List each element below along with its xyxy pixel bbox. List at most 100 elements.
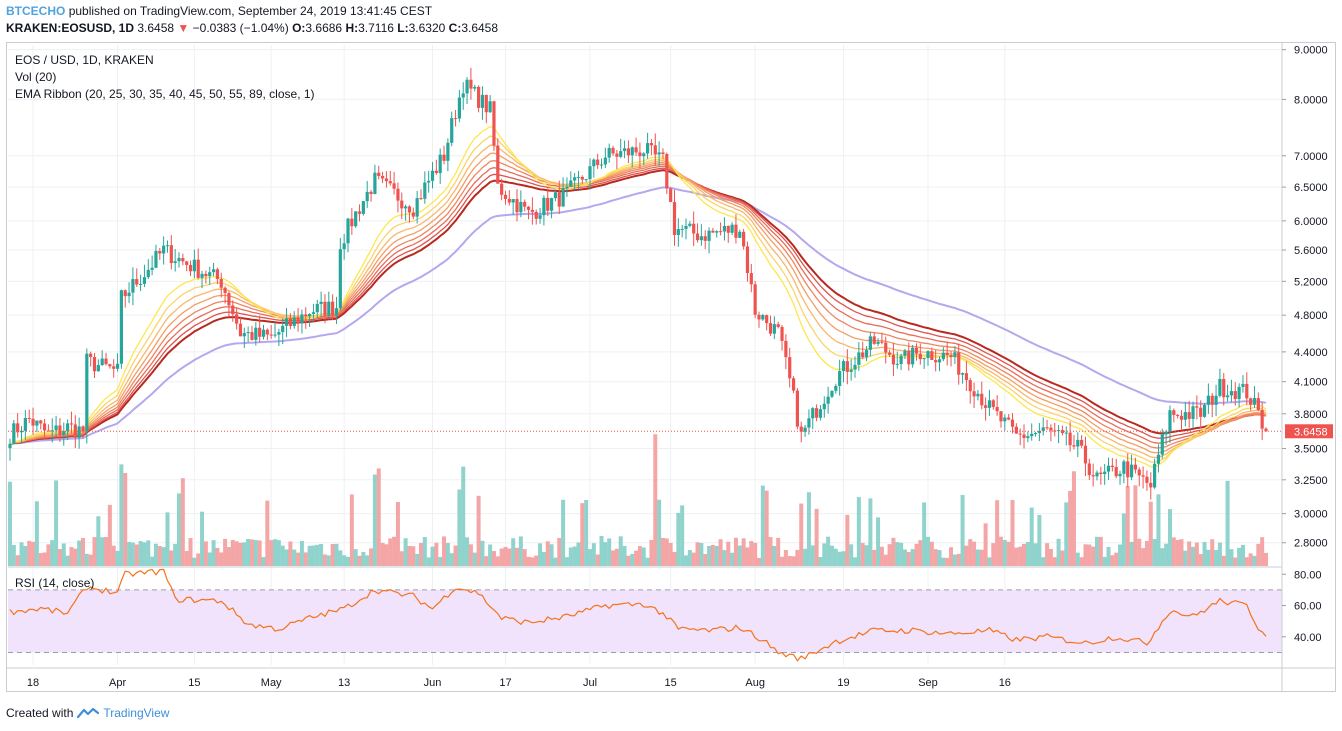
volume-bar (899, 542, 904, 566)
tradingview-link[interactable]: TradingView (103, 706, 170, 720)
volume-bar (1217, 542, 1222, 566)
candle-body (972, 391, 976, 397)
rsi-pane (8, 566, 1282, 662)
volume-bar (787, 556, 792, 566)
volume-bar (180, 478, 185, 566)
candle-body (653, 145, 657, 155)
volume-bar (515, 547, 520, 566)
candle-body (834, 386, 838, 391)
volume-bar (833, 548, 838, 566)
volume-bar (1118, 544, 1123, 566)
volume-bar (657, 499, 662, 566)
ema-25-series (9, 135, 1267, 463)
open-value: 3.6686 (305, 21, 343, 35)
volume-bar (1221, 555, 1226, 566)
volume-bar (1137, 538, 1142, 566)
candle-body (219, 279, 223, 288)
volume-bar (1156, 494, 1161, 566)
volume-bar (453, 545, 458, 566)
volume-bar (80, 538, 85, 566)
price-tick-label: 4.4000 (1294, 347, 1328, 359)
candle-body (565, 186, 569, 189)
volume-bar (1214, 550, 1219, 566)
volume-bar (530, 557, 535, 566)
candle-body (104, 358, 108, 365)
volume-bar (442, 536, 447, 566)
volume-bar (1194, 542, 1199, 566)
volume-bar (495, 556, 500, 566)
volume-bar (603, 542, 608, 566)
volume-bar (111, 545, 116, 566)
volume-bar (960, 494, 965, 566)
candle-body (968, 380, 972, 392)
candle-body (288, 318, 292, 326)
time-tick-label: 17 (499, 677, 511, 689)
candle-body (119, 290, 123, 364)
candle-body (500, 183, 504, 195)
volume-bar (372, 474, 377, 566)
volume-bar (783, 550, 788, 566)
volume-bar (902, 549, 907, 566)
volume-bar (34, 501, 39, 566)
volume-bar (1102, 556, 1107, 566)
candle-body (918, 353, 922, 360)
volume-bar (864, 545, 869, 566)
candle-body (238, 323, 243, 337)
symbol-label: KRAKEN:EOSUSD, 1D (6, 21, 135, 35)
volume-bar (284, 549, 289, 566)
volume-bar (376, 468, 381, 566)
ema-89-series (9, 186, 1267, 445)
candle-body (92, 357, 97, 372)
volume-bar (307, 545, 312, 566)
rsi-tick-label: 40.00 (1294, 632, 1322, 644)
volume-bar (73, 548, 78, 566)
volume-bar (806, 492, 811, 566)
volume-bar (756, 557, 761, 566)
ema-20-series (9, 125, 1267, 468)
candle-body (1087, 463, 1091, 476)
candle-body (619, 151, 623, 157)
volume-bar (415, 553, 420, 566)
candle-body (526, 206, 531, 210)
candle-body (872, 336, 876, 344)
volume-bar (157, 546, 162, 566)
candle-body (903, 350, 907, 356)
volume-bar (57, 549, 62, 566)
volume-bar (949, 547, 954, 566)
volume-bar (15, 555, 20, 566)
candle-body (891, 354, 896, 365)
candle-body (258, 327, 262, 337)
candle-body (223, 287, 227, 293)
volume-bar (1110, 555, 1115, 566)
time-tick-label: 15 (665, 677, 677, 689)
symbol-ohlc-line: KRAKEN:EOSUSD, 1D 3.6458 ▼ −0.0383 (−1.0… (6, 21, 498, 35)
last-price-tag (1285, 424, 1333, 439)
volume-bar (726, 541, 731, 566)
candle-body (315, 303, 319, 313)
candle-body (634, 147, 638, 153)
publisher-name[interactable]: BTCECHO (6, 4, 66, 18)
candle-body (1256, 398, 1260, 411)
volume-bar (138, 541, 143, 566)
volume-bar (906, 551, 911, 566)
volume-bar (1037, 514, 1042, 566)
volume-bar (330, 544, 335, 566)
candle-body (849, 369, 853, 372)
volume-bar (104, 536, 109, 566)
volume-bar (249, 539, 254, 566)
candle-body (342, 243, 346, 250)
candle-body (726, 226, 730, 233)
volume-bar (265, 500, 270, 566)
volume-bar (411, 546, 416, 566)
ribbon-legend: EMA Ribbon (20, 25, 30, 35, 40, 45, 50, … (15, 87, 315, 101)
volume-bar (1129, 541, 1134, 566)
candle-body (50, 430, 54, 432)
volume-bar (614, 548, 619, 566)
candle-body (165, 245, 170, 247)
volume-bar (1010, 500, 1015, 566)
volume-bar (1171, 537, 1176, 566)
candle-body (392, 183, 396, 189)
last-price: 3.6458 (137, 21, 175, 35)
volume-bar (1152, 539, 1157, 566)
